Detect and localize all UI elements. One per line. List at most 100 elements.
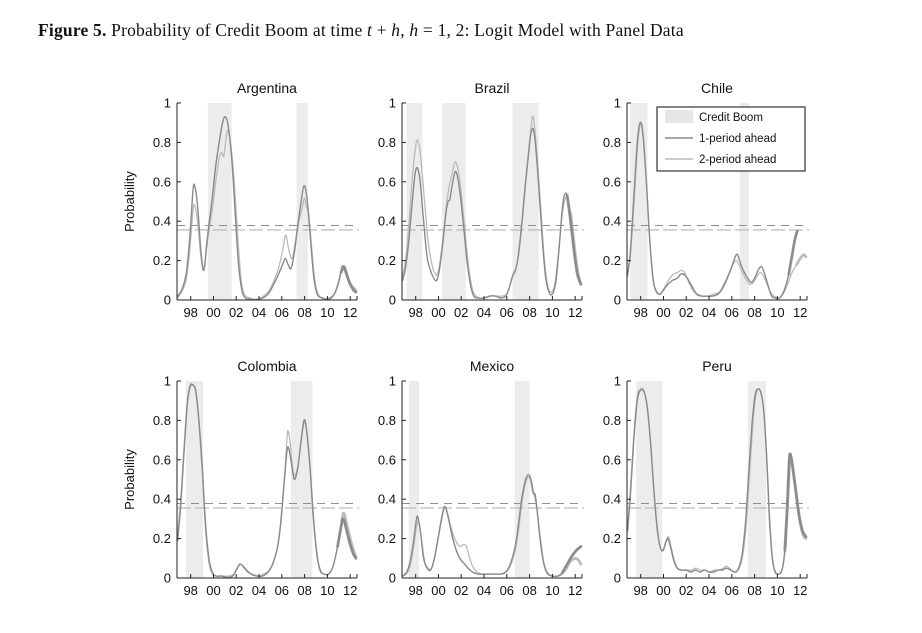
credit-boom-region bbox=[207, 103, 232, 300]
series-2period-line bbox=[401, 476, 582, 578]
x-tick-label: 06 bbox=[500, 305, 514, 320]
y-tick-label: 0 bbox=[614, 293, 621, 308]
x-tick-label: 12 bbox=[343, 583, 357, 598]
y-tick-label: 0.8 bbox=[378, 413, 396, 428]
x-tick-label: 08 bbox=[747, 305, 761, 320]
y-tick-label: 0.4 bbox=[378, 492, 396, 507]
x-tick-label: 04 bbox=[702, 583, 716, 598]
series-1period-bold-tail bbox=[783, 452, 808, 552]
x-tick-label: 12 bbox=[343, 305, 357, 320]
panel-svg-colombia: 0 0.2 0.4 0.6 0.8 1 98 00 02 04 06 08 10 12 Colombia Pr… bbox=[122, 358, 359, 598]
legend: Credit Boom 1-period ahead 2-period ahead bbox=[656, 106, 806, 172]
x-tick-label: 02 bbox=[454, 305, 468, 320]
series-1period-line bbox=[626, 121, 798, 300]
series-1period-bold-tail bbox=[336, 517, 358, 560]
y-tick-label: 0.2 bbox=[378, 531, 396, 546]
legend-label: Credit Boom bbox=[699, 112, 763, 124]
credit-boom-region bbox=[406, 103, 423, 300]
panel-brazil: 0 0.2 0.4 0.6 0.8 1 98 00 02 04 06 08 10 12 Brazil bbox=[344, 75, 594, 343]
x-tick-label: 00 bbox=[206, 583, 220, 598]
x-tick-label: 06 bbox=[725, 583, 739, 598]
y-tick-label: 0.4 bbox=[603, 492, 621, 507]
panel-svg-brazil: 0 0.2 0.4 0.6 0.8 1 98 00 02 04 06 08 10 12 Brazil bbox=[378, 80, 584, 320]
x-tick-label: 10 bbox=[320, 305, 334, 320]
y-tick-label: 0.2 bbox=[153, 253, 171, 268]
x-tick-label: 12 bbox=[568, 305, 582, 320]
legend-credit-boom-swatch bbox=[665, 110, 693, 123]
x-tick-label: 08 bbox=[297, 305, 311, 320]
panel-argentina: 0 0.2 0.4 0.6 0.8 1 98 00 02 04 06 08 10 12 Argentina P… bbox=[119, 75, 369, 343]
panel-title: Peru bbox=[702, 358, 732, 374]
x-tick-label: 02 bbox=[229, 583, 243, 598]
y-axis-label: Probability bbox=[122, 449, 137, 510]
y-tick-label: 0.8 bbox=[603, 135, 621, 150]
x-tick-label: 98 bbox=[183, 305, 197, 320]
x-tick-label: 00 bbox=[656, 583, 670, 598]
figure-title-segment: t bbox=[367, 20, 373, 40]
x-tick-label: 04 bbox=[477, 305, 491, 320]
credit-boom-region bbox=[408, 381, 420, 578]
figure-title-segment: , bbox=[400, 20, 410, 40]
x-tick-label: 02 bbox=[229, 305, 243, 320]
y-tick-label: 1 bbox=[164, 96, 171, 111]
y-tick-label: 0.6 bbox=[378, 174, 396, 189]
series-2period-bold-tail bbox=[795, 253, 808, 266]
credit-boom-region bbox=[441, 103, 466, 300]
series-1period-bold-tail bbox=[339, 265, 358, 294]
y-tick-label: 0.6 bbox=[603, 452, 621, 467]
y-tick-label: 0 bbox=[614, 571, 621, 586]
y-tick-label: 0 bbox=[164, 293, 171, 308]
panel-chile: 0 0.2 0.4 0.6 0.8 1 98 00 02 04 06 08 10 12 Chile Credi… bbox=[569, 75, 819, 343]
x-tick-label: 10 bbox=[545, 305, 559, 320]
y-tick-label: 0.4 bbox=[153, 492, 171, 507]
x-tick-label: 06 bbox=[725, 305, 739, 320]
panel-svg-mexico: 0 0.2 0.4 0.6 0.8 1 98 00 02 04 06 08 10 12 Mexico bbox=[378, 358, 584, 598]
series-1period-line bbox=[401, 127, 582, 299]
series-1period-line bbox=[626, 388, 807, 575]
y-tick-label: 0 bbox=[164, 571, 171, 586]
figure-title-segment: h bbox=[409, 20, 419, 40]
panel-peru: 0 0.2 0.4 0.6 0.8 1 98 00 02 04 06 08 10 12 Peru bbox=[569, 353, 819, 621]
x-tick-label: 00 bbox=[431, 583, 445, 598]
panel-colombia: 0 0.2 0.4 0.6 0.8 1 98 00 02 04 06 08 10 12 Colombia Pr… bbox=[119, 353, 369, 621]
credit-boom-region bbox=[296, 103, 308, 300]
series-1period-line bbox=[176, 115, 357, 301]
y-tick-label: 0.6 bbox=[378, 452, 396, 467]
y-tick-label: 0.8 bbox=[153, 135, 171, 150]
series-2period-line bbox=[176, 382, 357, 577]
y-tick-label: 0.6 bbox=[153, 174, 171, 189]
x-tick-label: 12 bbox=[793, 583, 807, 598]
x-tick-label: 08 bbox=[522, 583, 536, 598]
y-tick-label: 0.2 bbox=[378, 253, 396, 268]
y-axis-label: Probability bbox=[122, 171, 137, 232]
y-tick-label: 1 bbox=[614, 374, 621, 389]
series-1period-bold-tail bbox=[787, 229, 799, 276]
x-tick-label: 00 bbox=[431, 305, 445, 320]
y-tick-label: 1 bbox=[389, 96, 396, 111]
x-tick-label: 12 bbox=[568, 583, 582, 598]
x-tick-label: 10 bbox=[770, 305, 784, 320]
panel-title: Brazil bbox=[474, 80, 509, 96]
figure-title-segment: Figure 5. bbox=[38, 20, 107, 40]
series-2period-line bbox=[176, 129, 357, 301]
y-tick-label: 1 bbox=[389, 374, 396, 389]
x-tick-label: 00 bbox=[656, 305, 670, 320]
credit-boom-region bbox=[630, 103, 648, 300]
figure-title: Figure 5. Probability of Credit Boom at … bbox=[38, 20, 684, 41]
panel-title: Chile bbox=[701, 80, 733, 96]
x-tick-label: 02 bbox=[679, 583, 693, 598]
x-tick-label: 08 bbox=[297, 583, 311, 598]
x-tick-label: 06 bbox=[500, 583, 514, 598]
x-tick-label: 04 bbox=[252, 583, 266, 598]
y-tick-label: 0 bbox=[389, 293, 396, 308]
x-tick-label: 10 bbox=[320, 583, 334, 598]
x-tick-label: 98 bbox=[408, 583, 422, 598]
series-1period-line bbox=[176, 383, 357, 579]
x-tick-label: 00 bbox=[206, 305, 220, 320]
panel-svg-argentina: 0 0.2 0.4 0.6 0.8 1 98 00 02 04 06 08 10 12 Argentina P… bbox=[122, 80, 359, 320]
credit-boom-region bbox=[739, 103, 749, 300]
y-tick-label: 1 bbox=[614, 96, 621, 111]
y-tick-label: 0.8 bbox=[153, 413, 171, 428]
series-1period-line bbox=[401, 474, 582, 578]
